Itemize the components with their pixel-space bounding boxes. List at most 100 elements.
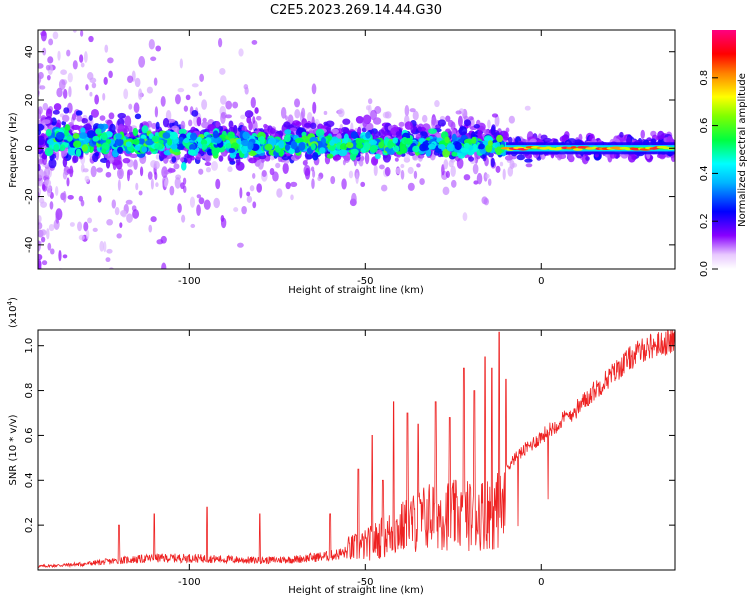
spectrogram-cell — [92, 227, 98, 233]
y-tick-label: 0.4 — [24, 472, 35, 488]
spectrogram-cell — [78, 234, 85, 241]
spectrogram-cell — [38, 74, 41, 85]
spectrogram-cell — [206, 148, 213, 156]
spectrogram-cell — [167, 138, 173, 146]
spectrogram-cell — [102, 93, 106, 101]
spectrogram-cell — [640, 129, 645, 139]
spectrogram-cell — [240, 114, 246, 120]
spectrogram-cell — [415, 133, 422, 140]
spectrogram-cell — [248, 120, 253, 131]
spectrogram-cell — [79, 23, 85, 27]
spectrogram-cell — [462, 212, 468, 222]
spectrogram-cell — [45, 108, 53, 119]
spectrogram-cell — [77, 305, 81, 315]
spectrogram-cell — [38, 163, 41, 172]
spectrogram-cell — [66, 49, 71, 57]
spectrogram-cell — [256, 183, 263, 193]
x-tick-label: -50 — [357, 276, 373, 287]
spectrogram-cell — [458, 126, 468, 136]
spectrogram-cell — [105, 257, 111, 263]
spectrogram-cell — [125, 141, 132, 147]
spectrogram-cell — [92, 288, 98, 295]
spectrogram-cell — [211, 147, 220, 156]
spectrogram-cell — [267, 137, 277, 147]
snr-multiplier-exp: 4 — [6, 300, 14, 305]
spectrogram-cell — [56, 15, 59, 20]
colorbar-tick-label: 0.4 — [699, 165, 710, 181]
spectrogram-cell — [38, 1, 41, 11]
spectrogram-cell — [161, 262, 167, 269]
spectrogram-cell — [444, 136, 450, 144]
spectrogram-cell — [39, 85, 46, 90]
spectrogram-cell — [89, 91, 93, 97]
spectrogram-cell — [241, 205, 247, 215]
spectrogram-cell — [99, 240, 105, 252]
spectrogram-cell — [138, 88, 143, 101]
spectrogram-cell — [455, 110, 462, 115]
colorbar-tick-label: 0.8 — [699, 70, 710, 86]
spectrogram-cell — [445, 115, 451, 122]
spectrogram-cell — [627, 153, 636, 163]
spectrogram-cell — [38, 253, 43, 261]
spectrogram-cell — [155, 154, 160, 160]
spectrogram-cell — [151, 122, 158, 129]
spectrogram-cell — [191, 110, 199, 117]
spectrogram-cell — [235, 161, 245, 171]
spectrogram-cell — [68, 86, 72, 98]
spectrogram-cell — [365, 122, 374, 132]
spectrogram-cell — [384, 111, 392, 119]
spectrogram-cell — [340, 126, 350, 134]
spectrogram-cell — [155, 45, 162, 52]
spectrogram-cell — [117, 167, 124, 180]
spectrogram-cell — [310, 166, 315, 172]
spectrogram-cell — [145, 139, 154, 146]
spectrogram-cell — [525, 163, 533, 168]
spectrogram-cell — [180, 182, 185, 190]
spectrogram-cell — [211, 161, 218, 171]
spectrogram-cell — [437, 144, 446, 150]
spectrogram-cell — [174, 177, 181, 189]
spectrogram-cell — [59, 275, 63, 280]
spectrogram-cell — [92, 135, 100, 142]
spectrogram-cell — [329, 139, 335, 146]
spectrogram-cell — [42, 183, 46, 191]
spectrogram-cell — [154, 106, 159, 118]
spectrogram-cell — [487, 119, 491, 129]
spectrogram-cell — [102, 294, 107, 301]
spectrogram-cell — [337, 108, 345, 118]
spectrogram-cell — [123, 88, 129, 100]
spectrogram-cell — [442, 186, 450, 196]
spectrogram-cell — [463, 119, 471, 127]
spectrogram-cell — [428, 128, 437, 134]
spectrogram-cell — [60, 340, 64, 345]
spectrogram-cell — [139, 166, 144, 177]
spectrogram-cell — [134, 77, 141, 88]
spectrogram-cell — [227, 166, 233, 173]
spectrogram-cell — [101, 132, 108, 141]
spectrogram-cell — [403, 137, 413, 145]
spectrogram-cell — [326, 153, 334, 159]
spectrogram-cell — [162, 132, 171, 139]
spectrogram-cell — [81, 117, 88, 124]
spectrogram-cell — [72, 30, 77, 33]
spectrogram-cell — [460, 147, 470, 153]
y-tick-label: 20 — [24, 94, 35, 107]
spectrogram-cell — [160, 235, 167, 244]
spectrogram-cell — [63, 107, 70, 114]
spectrogram-cell — [58, 250, 62, 262]
spectrogram-cell — [115, 138, 124, 147]
spectrogram-cell — [272, 171, 279, 182]
colorbar-tick-label: 0.0 — [699, 261, 710, 277]
spectrogram-cell — [312, 152, 319, 161]
spectrogram-cell — [207, 124, 216, 132]
spectrogram-cell — [378, 141, 385, 149]
snr-ylabel: SNR (10 * v/v) — [8, 414, 19, 485]
spectrogram-cell — [103, 76, 108, 85]
x-tick-label: -100 — [178, 577, 201, 588]
spectrogram-cell — [570, 146, 577, 149]
spectrogram-cell — [312, 169, 316, 178]
y-tick-label: 1.0 — [24, 338, 35, 354]
spectrogram-cell — [71, 113, 77, 121]
spectrogram-cell — [75, 110, 83, 116]
